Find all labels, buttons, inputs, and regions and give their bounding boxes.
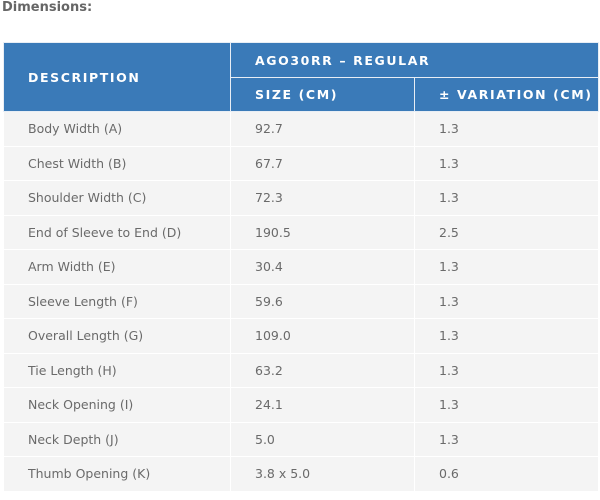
cell-variation: 2.5 [414, 214, 599, 250]
cell-description: Sleeve Length (F) [3, 283, 231, 319]
table-row: End of Sleeve to End (D) 190.5 2.5 [3, 214, 599, 250]
table-row: Tie Length (H) 63.2 1.3 [3, 352, 599, 388]
cell-description: Shoulder Width (C) [3, 180, 231, 216]
cell-variation: 1.3 [414, 145, 599, 181]
header-description: DESCRIPTION [3, 42, 231, 112]
cell-variation: 1.3 [414, 283, 599, 319]
table-row: Neck Opening (I) 24.1 1.3 [3, 387, 599, 423]
cell-variation: 1.3 [414, 318, 599, 354]
table-row: Shoulder Width (C) 72.3 1.3 [3, 180, 599, 216]
table-row: Thumb Opening (K) 3.8 x 5.0 0.6 [3, 456, 599, 492]
cell-size: 67.7 [230, 145, 415, 181]
cell-description: Body Width (A) [3, 111, 231, 147]
header-variation: ± VARIATION (CM) [414, 77, 599, 112]
table-row: Chest Width (B) 67.7 1.3 [3, 145, 599, 181]
header-group: AGO30RR – REGULAR [230, 42, 599, 78]
table-row: Sleeve Length (F) 59.6 1.3 [3, 283, 599, 319]
cell-description: Thumb Opening (K) [3, 456, 231, 492]
cell-size: 190.5 [230, 214, 415, 250]
table-row: Neck Depth (J) 5.0 1.3 [3, 421, 599, 457]
table-row: Overall Length (G) 109.0 1.3 [3, 318, 599, 354]
cell-variation: 1.3 [414, 111, 599, 147]
cell-variation: 1.3 [414, 249, 599, 285]
cell-description: Neck Opening (I) [3, 387, 231, 423]
cell-size: 63.2 [230, 352, 415, 388]
cell-description: Chest Width (B) [3, 145, 231, 181]
table-row: Arm Width (E) 30.4 1.3 [3, 249, 599, 285]
cell-variation: 0.6 [414, 456, 599, 492]
section-title: Dimensions: [2, 0, 93, 15]
cell-variation: 1.3 [414, 180, 599, 216]
cell-variation: 1.3 [414, 352, 599, 388]
cell-description: Tie Length (H) [3, 352, 231, 388]
cell-size: 59.6 [230, 283, 415, 319]
header-size: SIZE (CM) [230, 77, 415, 112]
cell-size: 30.4 [230, 249, 415, 285]
cell-variation: 1.3 [414, 387, 599, 423]
cell-description: End of Sleeve to End (D) [3, 214, 231, 250]
cell-size: 24.1 [230, 387, 415, 423]
cell-size: 72.3 [230, 180, 415, 216]
cell-description: Arm Width (E) [3, 249, 231, 285]
cell-size: 5.0 [230, 421, 415, 457]
cell-size: 109.0 [230, 318, 415, 354]
cell-description: Neck Depth (J) [3, 421, 231, 457]
cell-description: Overall Length (G) [3, 318, 231, 354]
table-row: Body Width (A) 92.7 1.3 [3, 111, 599, 147]
cell-variation: 1.3 [414, 421, 599, 457]
dimensions-table: DESCRIPTION AGO30RR – REGULAR SIZE (CM) … [3, 42, 599, 492]
cell-size: 92.7 [230, 111, 415, 147]
cell-size: 3.8 x 5.0 [230, 456, 415, 492]
